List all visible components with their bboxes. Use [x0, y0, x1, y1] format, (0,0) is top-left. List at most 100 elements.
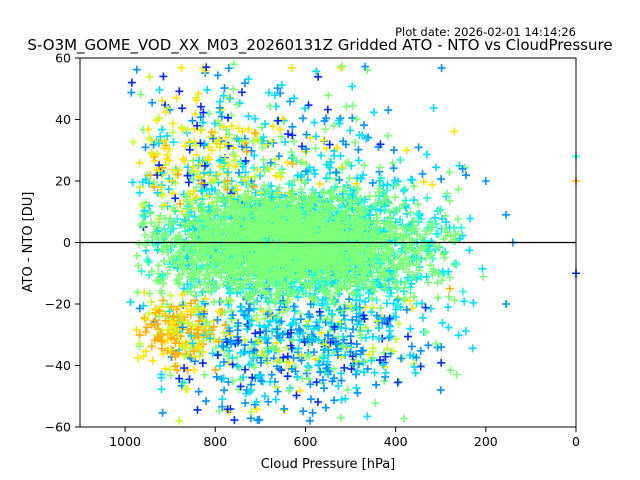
data-point-1992: [257, 376, 266, 385]
data-point-1879: [305, 310, 314, 319]
data-point-1862: [245, 360, 254, 369]
data-point-4643: [229, 270, 238, 279]
data-point-2022: [303, 335, 312, 344]
data-point-1683: [155, 307, 164, 316]
data-point-349: [203, 85, 212, 94]
data-point-858: [323, 105, 332, 114]
data-point-1041: [292, 391, 301, 400]
data-point-4150: [267, 193, 276, 202]
data-point-1155: [335, 175, 344, 184]
data-point-1800: [405, 351, 414, 360]
data-point-4411: [187, 250, 196, 259]
data-point-4903: [335, 265, 344, 274]
data-point-4861: [343, 222, 352, 231]
data-point-1805: [198, 288, 207, 297]
data-point-4979: [287, 232, 296, 241]
data-point-3634: [374, 263, 383, 272]
data-point-4365: [214, 244, 223, 253]
data-point-1605: [158, 296, 167, 305]
data-point-1912: [283, 352, 292, 361]
data-point-1315: [360, 161, 369, 170]
data-point-1965: [371, 398, 380, 407]
data-point-796: [346, 347, 355, 356]
data-point-1354: [219, 122, 228, 131]
data-point-4924: [237, 194, 246, 203]
data-point-1451: [172, 94, 181, 103]
data-point-2514: [183, 210, 192, 219]
data-point-1736: [356, 331, 365, 340]
data-point-1976: [306, 380, 315, 389]
data-point-4025: [202, 220, 211, 229]
data-point-934: [194, 89, 203, 98]
data-point-4973: [374, 242, 383, 251]
data-point-1998: [303, 317, 312, 326]
data-point-4705: [358, 209, 367, 218]
data-point-1101: [310, 169, 319, 178]
data-point-1537: [216, 162, 225, 171]
data-point-1555: [205, 155, 214, 164]
data-point-1984: [278, 308, 287, 317]
data-point-940: [224, 168, 233, 177]
data-point-4972: [213, 281, 222, 290]
data-point-1442: [168, 128, 177, 137]
data-point-1084: [436, 205, 445, 214]
data-point-4272: [395, 260, 404, 269]
data-point-1490: [167, 176, 176, 185]
data-point-1659: [140, 313, 149, 322]
data-point-445: [395, 377, 404, 386]
data-point-161: [225, 93, 234, 102]
data-point-739: [260, 167, 269, 176]
data-point-1679: [161, 316, 170, 325]
data-point-3457: [171, 207, 180, 216]
data-point-3642: [406, 259, 415, 268]
data-point-1556: [154, 166, 163, 175]
data-point-1382: [184, 178, 193, 187]
data-point-53: [426, 261, 435, 270]
data-point-1053: [469, 298, 478, 307]
data-point-1293: [233, 362, 242, 371]
data-point-1773: [341, 394, 350, 403]
data-point-1812: [380, 314, 389, 323]
data-point-1941: [199, 309, 208, 318]
data-point-1756: [411, 368, 420, 377]
data-point-506: [392, 284, 401, 293]
data-point-1932: [180, 284, 189, 293]
data-point-1115: [460, 297, 469, 306]
data-point-1420: [168, 189, 177, 198]
data-point-4975: [264, 242, 273, 251]
data-point-4436: [285, 214, 294, 223]
data-point-4886: [355, 275, 364, 284]
data-point-150: [317, 151, 326, 160]
data-point-4872: [225, 209, 234, 218]
data-point-1540: [158, 191, 167, 200]
data-point-1999: [206, 334, 215, 343]
data-point-1791: [392, 335, 401, 344]
data-point-4129: [175, 231, 184, 240]
data-point-1132: [455, 234, 464, 243]
data-point-1819: [386, 332, 395, 341]
data-point-1407: [250, 128, 259, 137]
data-point-1478: [160, 143, 169, 152]
data-point-4904: [210, 255, 219, 264]
data-point-92: [444, 303, 453, 312]
data-point-210: [336, 114, 345, 123]
data-point-1032: [335, 119, 344, 128]
data-point-1963: [353, 366, 362, 375]
data-point-598: [348, 114, 357, 123]
data-point-2774: [210, 297, 219, 306]
data-point-1726: [194, 342, 203, 351]
data-point-4595: [248, 290, 257, 299]
data-point-1528: [271, 155, 280, 164]
data-point-1675: [151, 304, 160, 313]
data-point-3613: [410, 292, 419, 301]
data-point-1477: [262, 140, 271, 149]
data-point-3333: [342, 284, 351, 293]
data-point-4991: [243, 212, 252, 221]
data-point-1713: [147, 320, 156, 329]
data-point-764: [452, 370, 461, 379]
data-point-1991: [226, 336, 235, 345]
data-point-4666: [329, 191, 338, 200]
data-point-1438: [231, 162, 240, 171]
data-point-821: [283, 158, 292, 167]
